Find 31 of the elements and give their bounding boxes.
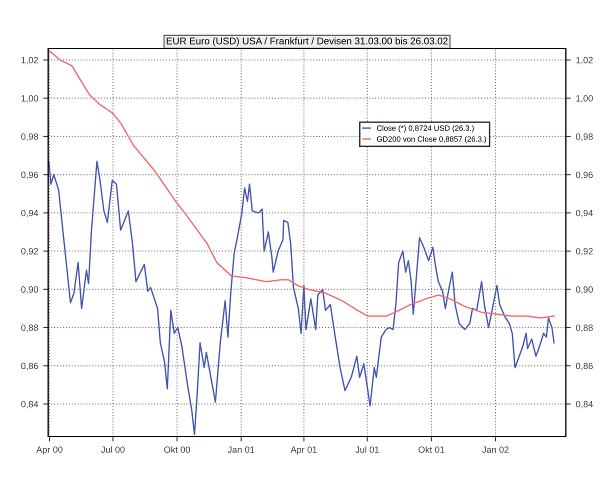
x-tick-label: Jan 01 <box>228 446 254 453</box>
x-tick-label: Okt 00 <box>164 446 190 453</box>
x-tick-label: Jul 01 <box>355 446 379 453</box>
y2-tick-label: 0,92 <box>576 248 593 256</box>
y2-tick-label: 1,00 <box>576 95 593 103</box>
x-tick-label: Apr 00 <box>36 446 62 455</box>
line-series <box>48 50 555 319</box>
x-tick-label: Apr 01 <box>290 446 317 455</box>
y2-tick-label: 0,88 <box>576 324 593 332</box>
y-tick-label: 0,94 <box>21 210 38 218</box>
y2-tick-label: 0,86 <box>576 362 593 370</box>
y2-tick-label: 0,94 <box>576 210 593 218</box>
y-tick-label: 0,84 <box>21 400 38 408</box>
x-tick-label: Jan 02 <box>482 446 509 453</box>
y-tick-label: 0,88 <box>21 324 38 332</box>
y-tick-label: 1,00 <box>22 95 38 103</box>
chart-title: EUR Euro (USD) USA / Frankfurt / Devisen 31.03.00 bis 26.03.02 <box>166 37 448 46</box>
y2-tick-label: 0,98 <box>576 133 593 141</box>
y-tick-label: 0,86 <box>21 362 38 370</box>
line-series <box>48 160 555 436</box>
y-tick-label: 0,98 <box>21 133 38 141</box>
y-tick-label: 0,92 <box>21 248 38 256</box>
y2-tick-label: 0,90 <box>576 286 593 294</box>
y2-tick-label: 0,84 <box>576 400 593 408</box>
y-tick-label: 1,02 <box>22 56 38 64</box>
x-tick-label: Jul 00 <box>101 446 125 453</box>
y-tick-label: 0,90 <box>21 286 38 294</box>
x-tick-label: Okt 01 <box>418 446 444 453</box>
y2-tick-label: 1,02 <box>576 56 593 64</box>
y-tick-label: 0,96 <box>21 172 38 180</box>
y2-tick-label: 0,96 <box>576 172 593 180</box>
